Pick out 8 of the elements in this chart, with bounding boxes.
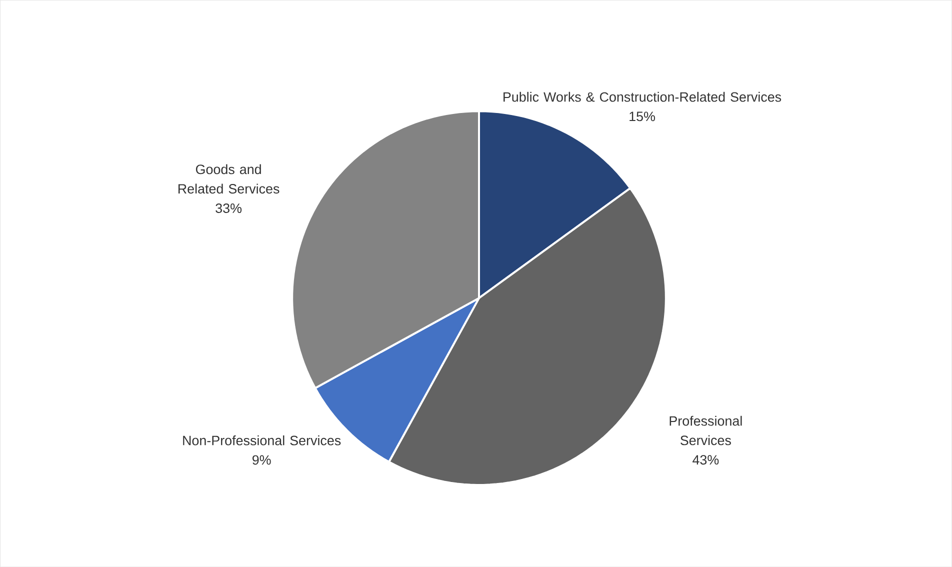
slice-label: Non-Professional Services — [183, 435, 341, 446]
data-label: 33% — [216, 203, 242, 213]
data-label: 15% — [630, 112, 655, 122]
slice-label: Professional Services — [670, 416, 742, 446]
slice-label: Public Works & Construction-Related Services — [504, 92, 782, 102]
data-label: 9% — [252, 455, 271, 465]
slice-label: Goods and Related Services — [178, 164, 280, 194]
data-label: 43% — [692, 454, 719, 464]
